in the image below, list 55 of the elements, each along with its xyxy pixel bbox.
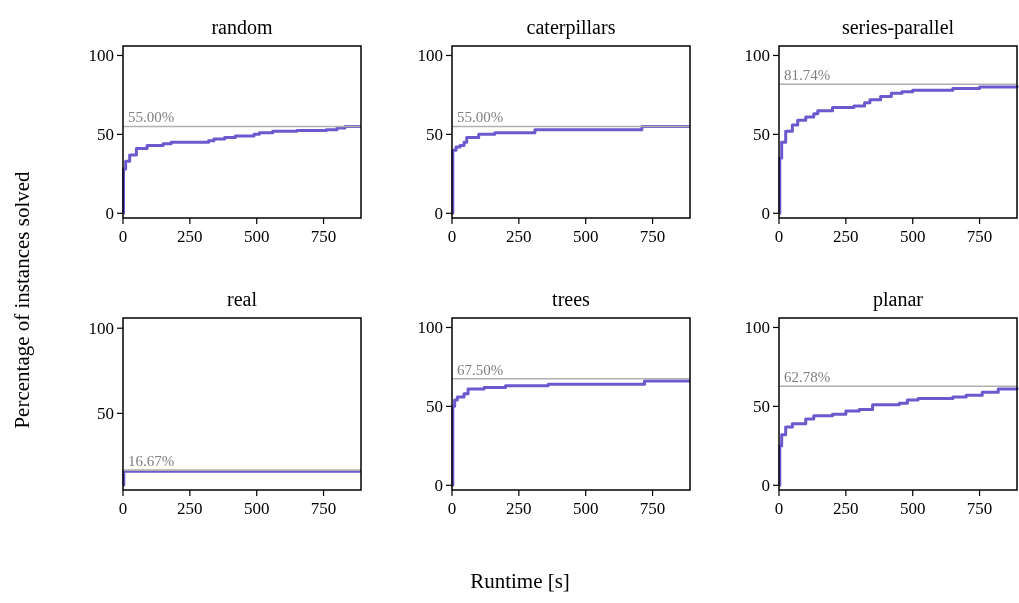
y-tick-label: 50 <box>97 404 114 424</box>
x-tick-label: 0 <box>447 499 457 518</box>
x-tick-label: 250 <box>177 227 203 246</box>
y-tick-label: 100 <box>744 46 770 66</box>
x-tick-label: 0 <box>118 227 128 246</box>
y-tick-label: 50 <box>426 397 443 417</box>
y-axis-title: Percentage of instances solved <box>10 170 34 429</box>
x-tick-label: 0 <box>118 499 128 518</box>
ref-line-label: 55.00% <box>128 109 175 126</box>
y-tick-label: 50 <box>97 125 114 145</box>
x-tick-label: 500 <box>243 499 270 518</box>
y-tick-label: 0 <box>761 476 770 496</box>
y-tick-label: 50 <box>426 125 443 145</box>
y-tick-label: 100 <box>417 46 443 66</box>
ref-line-label: 62.78% <box>784 369 831 386</box>
y-tick-label: 50 <box>753 397 770 417</box>
chart-title: planar <box>873 288 924 311</box>
x-tick-label: 750 <box>966 499 993 518</box>
x-tick-label: 250 <box>506 227 532 246</box>
x-tick-label: 750 <box>310 499 337 518</box>
x-tick-label: 500 <box>899 227 926 246</box>
ref-line-label: 81.74% <box>784 67 831 84</box>
x-tick-label: 500 <box>243 227 270 246</box>
x-tick-label: 750 <box>639 499 666 518</box>
x-tick-label: 0 <box>447 227 457 246</box>
ref-line-label: 55.00% <box>457 109 504 126</box>
chart-title: real <box>227 288 258 310</box>
x-tick-label: 250 <box>833 227 859 246</box>
x-tick-label: 250 <box>833 499 859 518</box>
y-tick-label: 0 <box>761 204 770 224</box>
y-tick-label: 0 <box>434 476 443 496</box>
x-tick-label: 500 <box>572 499 599 518</box>
ref-line-label: 16.67% <box>128 453 175 470</box>
chart-title: series-parallel <box>841 16 955 39</box>
y-tick-label: 50 <box>753 125 770 145</box>
y-tick-label: 100 <box>88 319 114 339</box>
chart-title: caterpillars <box>526 16 616 39</box>
x-tick-label: 250 <box>177 499 203 518</box>
ref-line-label: 67.50% <box>457 361 504 378</box>
y-tick-label: 0 <box>105 204 114 224</box>
x-axis-title: Runtime [s] <box>470 569 570 593</box>
y-tick-label: 100 <box>744 318 770 338</box>
x-tick-label: 250 <box>506 499 532 518</box>
x-tick-label: 0 <box>774 227 784 246</box>
x-tick-label: 750 <box>639 227 666 246</box>
x-tick-label: 500 <box>572 227 599 246</box>
chart-title: random <box>211 16 273 38</box>
x-tick-label: 500 <box>899 499 926 518</box>
x-tick-label: 0 <box>774 499 784 518</box>
x-tick-label: 750 <box>310 227 337 246</box>
y-tick-label: 0 <box>434 204 443 224</box>
chart-title: trees <box>552 288 591 310</box>
y-tick-label: 100 <box>417 318 443 338</box>
y-tick-label: 100 <box>88 46 114 66</box>
x-tick-label: 750 <box>966 227 993 246</box>
